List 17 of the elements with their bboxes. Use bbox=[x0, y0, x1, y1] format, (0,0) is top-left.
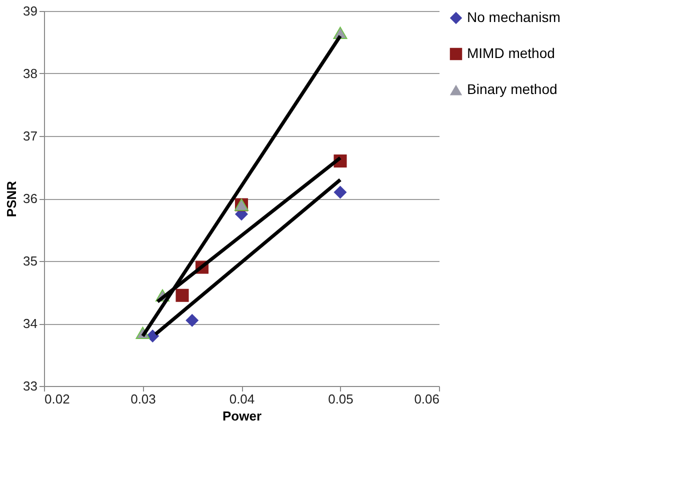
x-tick-label: 0.03 bbox=[130, 392, 156, 406]
y-axis-title: PSNR bbox=[4, 180, 20, 218]
x-tick-label: 0.04 bbox=[229, 392, 255, 406]
x-tick-label: 0.02 bbox=[44, 392, 70, 406]
y-tick-label: 34 bbox=[23, 316, 38, 331]
x-axis-title: Power bbox=[222, 408, 262, 424]
y-tick-label: 33 bbox=[23, 378, 38, 394]
x-tick-label: 0.06 bbox=[414, 392, 440, 406]
legend-label: MIMD method bbox=[467, 45, 555, 61]
x-tick-label: 0.05 bbox=[328, 392, 354, 406]
legend-label: No mechanism bbox=[467, 9, 560, 25]
y-tick-label: 39 bbox=[23, 4, 38, 18]
y-tick-label: 37 bbox=[23, 128, 38, 144]
y-tick-label: 38 bbox=[23, 66, 38, 81]
y-tick-label: 35 bbox=[23, 254, 38, 268]
legend-label: Binary method bbox=[467, 81, 558, 97]
y-tick-label: 36 bbox=[23, 191, 38, 206]
